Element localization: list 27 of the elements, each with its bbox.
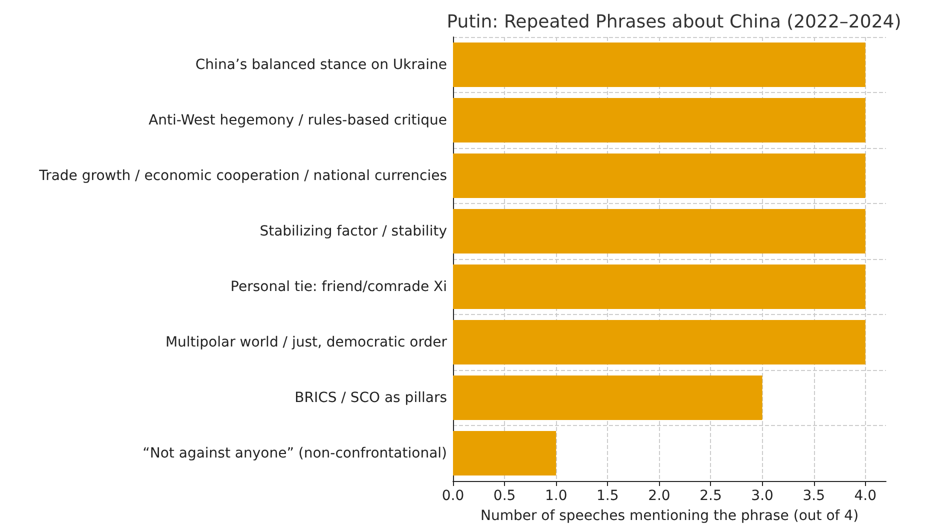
chart-title: Putin: Repeated Phrases about China (2022–2024): [446, 12, 902, 32]
bar: [453, 98, 866, 142]
x-tick-label: 1.0: [544, 488, 568, 504]
bar: [453, 42, 866, 87]
x-tick-label: 4.0: [854, 488, 877, 504]
bar: [453, 264, 866, 309]
y-tick-label: Multipolar world / just, democratic order: [165, 334, 448, 350]
x-tick-label: 0.0: [442, 488, 464, 504]
x-tick-label: 3.0: [751, 488, 774, 504]
x-tick-label: 1.5: [596, 488, 619, 504]
bar: [453, 431, 556, 476]
y-tick-label: Personal tie: friend/comrade Xi: [230, 278, 447, 295]
y-tick-label: Anti-West hegemony / rules-based critique: [148, 112, 447, 128]
bar: [453, 209, 866, 254]
x-tick-label: 2.5: [700, 488, 722, 504]
y-tick-label: Stabilizing factor / stability: [260, 223, 447, 240]
bar: [453, 320, 866, 364]
x-tick-label: 2.0: [648, 488, 670, 504]
x-axis-title: Number of speeches mentioning the phrase (out of 4): [480, 508, 859, 524]
bar: [453, 154, 866, 198]
bar: [453, 376, 762, 420]
y-tick-label: Trade growth / economic cooperation / national currencies: [38, 168, 447, 184]
y-tick-label: BRICS / SCO as pillars: [294, 390, 447, 406]
y-tick-label: China’s balanced stance on Ukraine: [195, 56, 447, 73]
x-tick-label: 3.5: [802, 488, 825, 504]
y-tick-label: “Not against anyone” (non-confrontational): [142, 445, 447, 462]
x-tick-label: 0.5: [493, 488, 516, 504]
